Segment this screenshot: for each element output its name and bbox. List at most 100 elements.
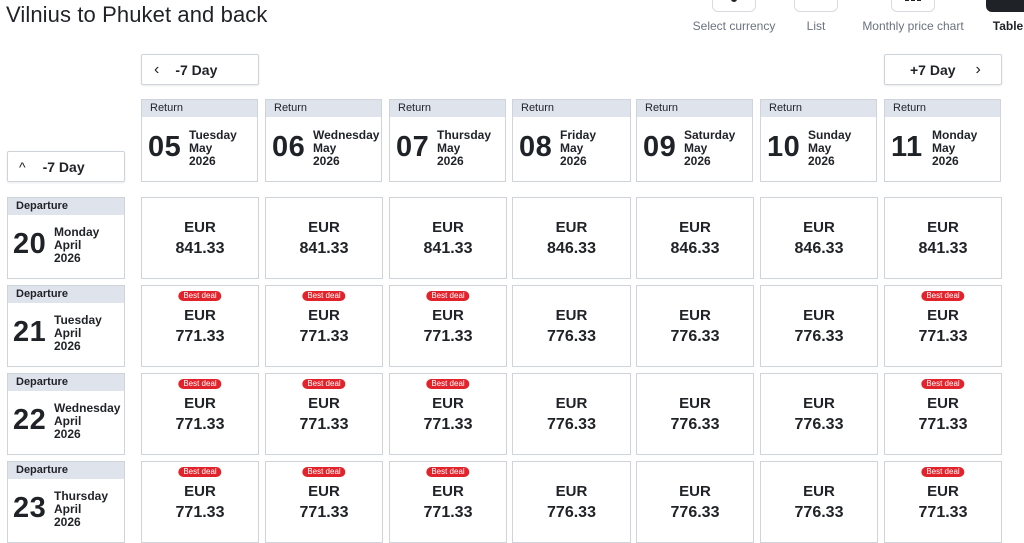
return-weekday: Tuesday — [189, 128, 237, 142]
prev-return-week-button[interactable]: ‹ -7 Day — [141, 54, 259, 85]
price-cell[interactable]: EUR 776.33 — [636, 373, 754, 455]
return-weekday: Wednesday — [313, 128, 380, 142]
price-amount: 771.33 — [299, 504, 349, 521]
best-deal-badge: Best deal — [302, 379, 346, 389]
price-cell[interactable]: Best deal EUR 771.33 — [389, 373, 507, 455]
price-currency: EUR — [432, 395, 464, 412]
price-currency: EUR — [927, 219, 959, 236]
price-amount: 771.33 — [918, 504, 968, 521]
price-amount: 771.33 — [175, 416, 225, 433]
departure-date-header: Departure 21 Tuesday April 2026 — [7, 285, 125, 367]
return-weekday: Thursday — [437, 128, 492, 142]
price-currency: EUR — [555, 395, 588, 412]
price-cell[interactable]: EUR 776.33 — [636, 461, 754, 543]
view-currency-label: Select currency — [692, 19, 776, 33]
price-cell[interactable]: EUR 841.33 — [265, 197, 383, 279]
price-amount: 841.33 — [423, 240, 473, 257]
price-amount: 776.33 — [547, 504, 596, 521]
departure-year: 2026 — [54, 427, 81, 441]
return-month: May — [560, 141, 584, 155]
return-year: 2026 — [313, 154, 340, 168]
best-deal-badge: Best deal — [921, 291, 965, 301]
return-weekday: Saturday — [684, 128, 736, 142]
next-return-week-button[interactable]: +7 Day › — [884, 54, 1002, 85]
price-cell[interactable]: EUR 776.33 — [512, 373, 631, 455]
return-date-header: Return 09 Saturday May 2026 — [636, 99, 753, 182]
return-date-header: Return 06 Wednesday May 2026 — [265, 99, 382, 182]
price-cell[interactable]: EUR 776.33 — [760, 285, 878, 367]
price-cell[interactable]: Best deal EUR 771.33 — [265, 461, 383, 543]
return-tag: Return — [266, 100, 381, 117]
price-cell[interactable]: Best deal EUR 771.33 — [884, 461, 1002, 543]
price-cell[interactable]: EUR 846.33 — [512, 197, 631, 279]
return-date-header: Return 10 Sunday May 2026 — [760, 99, 877, 182]
return-month: May — [313, 141, 337, 155]
price-currency: EUR — [555, 483, 588, 500]
price-cell[interactable]: EUR 776.33 — [760, 461, 878, 543]
departure-day: 23 — [13, 492, 47, 524]
price-cell[interactable]: EUR 776.33 — [760, 373, 878, 455]
price-cell[interactable]: Best deal EUR 771.33 — [884, 373, 1002, 455]
price-amount: 771.33 — [175, 328, 225, 345]
price-cell[interactable]: EUR 776.33 — [512, 285, 631, 367]
price-cell[interactable]: Best deal EUR 771.33 — [389, 461, 507, 543]
price-currency: EUR — [927, 307, 959, 324]
price-currency: EUR — [184, 483, 216, 500]
prev-departure-week-button[interactable]: ^ -7 Day — [7, 151, 125, 182]
price-cell[interactable]: Best deal EUR 771.33 — [141, 285, 259, 367]
departure-month: April — [54, 414, 82, 428]
price-amount: 776.33 — [794, 416, 844, 433]
return-day: 07 — [396, 131, 430, 163]
best-deal-badge: Best deal — [178, 467, 222, 477]
price-currency: EUR — [679, 219, 711, 236]
departure-weekday: Wednesday — [54, 401, 121, 415]
price-amount: 771.33 — [423, 416, 473, 433]
price-currency: EUR — [308, 219, 340, 236]
price-cell[interactable]: EUR 776.33 — [636, 285, 754, 367]
price-cell[interactable]: EUR 841.33 — [141, 197, 259, 279]
return-year: 2026 — [189, 154, 216, 168]
price-cell[interactable]: EUR 846.33 — [760, 197, 878, 279]
price-amount: 776.33 — [670, 416, 720, 433]
price-cell[interactable]: EUR 846.33 — [636, 197, 754, 279]
departure-tag: Departure — [8, 198, 124, 215]
view-monthly-label: Monthly price chart — [862, 19, 964, 33]
price-amount: 841.33 — [299, 240, 349, 257]
price-cell[interactable]: Best deal EUR 771.33 — [389, 285, 507, 367]
price-cell[interactable]: Best deal EUR 771.33 — [141, 461, 259, 543]
chevron-up-icon: ^ — [19, 158, 26, 175]
price-currency: EUR — [432, 307, 464, 324]
price-amount: 846.33 — [547, 240, 596, 257]
price-amount: 776.33 — [794, 328, 844, 345]
price-amount: 841.33 — [175, 240, 225, 257]
price-currency: EUR — [803, 307, 835, 324]
price-amount: 771.33 — [175, 504, 225, 521]
price-cell[interactable]: Best deal EUR 771.33 — [141, 373, 259, 455]
bar-chart-icon — [891, 0, 935, 12]
price-cell[interactable]: Best deal EUR 771.33 — [884, 285, 1002, 367]
return-month: May — [808, 141, 832, 155]
price-cell[interactable]: Best deal EUR 771.33 — [265, 285, 383, 367]
return-day: 08 — [519, 131, 553, 163]
price-amount: 846.33 — [670, 240, 720, 257]
best-deal-badge: Best deal — [178, 291, 222, 301]
price-currency: EUR — [308, 307, 340, 324]
price-amount: 771.33 — [918, 328, 968, 345]
table-icon — [986, 0, 1024, 12]
price-cell[interactable]: EUR 841.33 — [389, 197, 507, 279]
return-month: May — [932, 141, 956, 155]
list-icon — [794, 0, 838, 12]
price-cell[interactable]: EUR 776.33 — [512, 461, 631, 543]
best-deal-badge: Best deal — [426, 467, 470, 477]
chevron-left-icon: ‹ — [154, 60, 160, 78]
price-currency: EUR — [803, 483, 835, 500]
price-cell[interactable]: Best deal EUR 771.33 — [265, 373, 383, 455]
return-tag: Return — [390, 100, 505, 117]
price-amount: 776.33 — [670, 328, 720, 345]
return-year: 2026 — [684, 154, 711, 168]
return-weekday: Monday — [932, 128, 978, 142]
price-currency: EUR — [184, 219, 216, 236]
departure-tag: Departure — [8, 462, 124, 479]
price-cell[interactable]: EUR 841.33 — [884, 197, 1002, 279]
departure-day: 22 — [13, 404, 47, 436]
